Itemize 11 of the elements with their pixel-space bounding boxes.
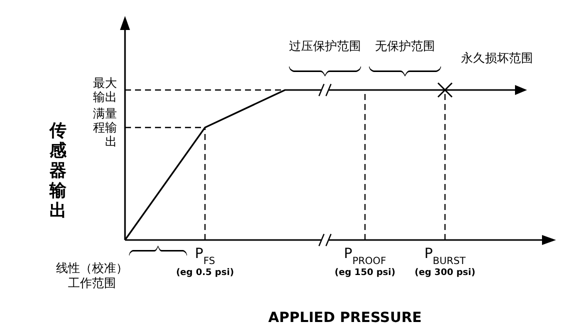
text: 线性（校准）工作范围 (56, 261, 128, 290)
text: 无保护范围 (375, 39, 435, 53)
ref-line-label: 满量程输出 (93, 106, 117, 148)
text: 永久损坏范围 (461, 51, 533, 65)
x-tick-label: P$_{BURST}$ (eg 300 psi) (414, 246, 476, 278)
text: 过压保护范围 (289, 39, 361, 53)
x-tick-label: P$_{PROOF}$ (eg 150 psi) (334, 246, 396, 278)
x-tick-label: P$_{FS}$ (eg 0.5 psi) (176, 246, 234, 278)
ref-line-label: 最大输出 (93, 76, 117, 104)
x-axis-title: APPLIED PRESSURE (268, 310, 422, 326)
y-axis-title: 传感器输出 (48, 121, 68, 221)
